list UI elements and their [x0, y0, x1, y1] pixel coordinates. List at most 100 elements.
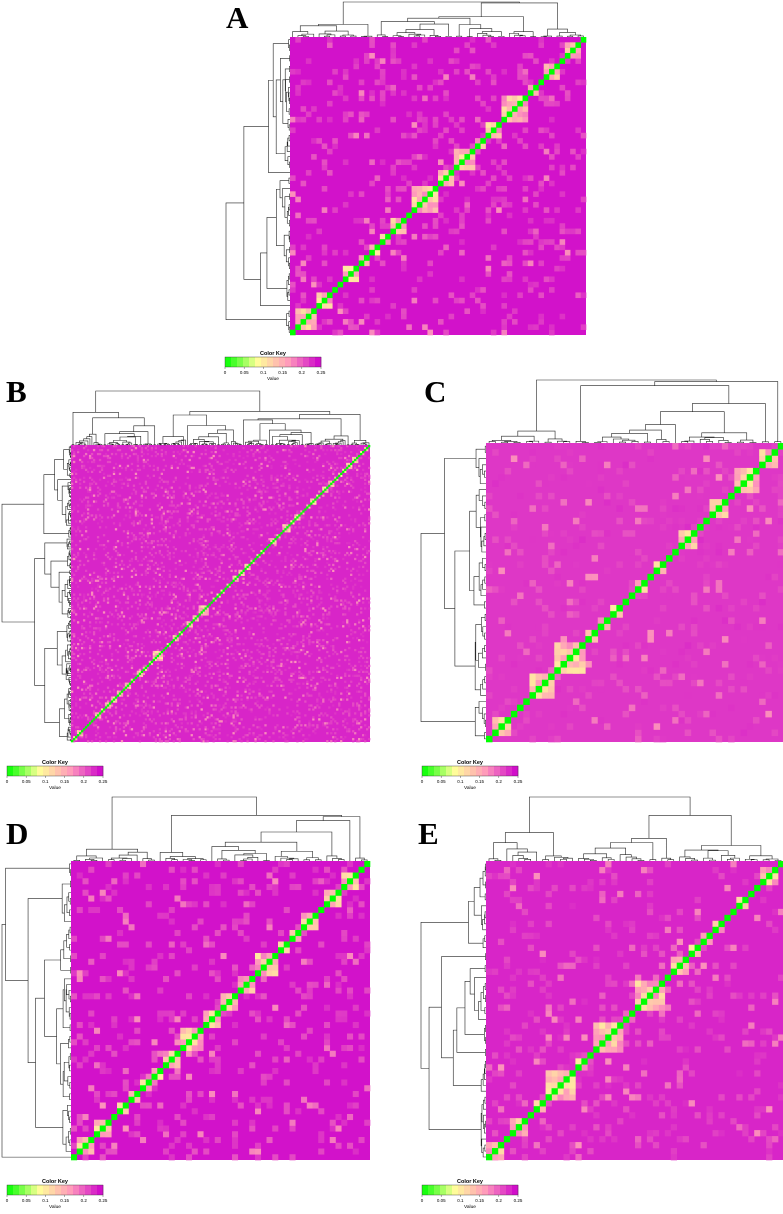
heatmap-cell: [438, 79, 444, 86]
heatmap-cell: [124, 734, 128, 737]
heatmap-cell: [306, 565, 309, 569]
heatmap-cell: [318, 718, 321, 721]
heatmap-cell: [186, 631, 189, 634]
heatmap-cell: [118, 644, 122, 648]
heatmap-cell: [194, 666, 197, 670]
heatmap-cell: [266, 607, 269, 610]
heatmap-cell: [368, 482, 371, 485]
heatmap-cell: [379, 217, 386, 224]
heatmap-cell: [256, 563, 259, 567]
heatmap-cell: [74, 738, 78, 741]
diagonal-cell: [232, 579, 235, 582]
heatmap-cell: [80, 460, 84, 464]
heatmap-cell: [234, 589, 237, 592]
heatmap-cell: [154, 561, 158, 565]
heatmap-cell: [448, 313, 455, 320]
heatmap-cell: [202, 605, 205, 608]
heatmap-cell: [512, 116, 518, 123]
heatmap-cell: [116, 692, 120, 695]
heatmap-cell: [178, 452, 181, 456]
heatmap-cell: [228, 482, 231, 485]
heatmap-cell: [176, 637, 179, 640]
heatmap-cell: [298, 722, 301, 725]
heatmap-cell: [302, 740, 305, 743]
diagonal-cell: [346, 466, 349, 470]
heatmap-cell: [120, 544, 124, 547]
heatmap-cell: [130, 549, 134, 553]
heatmap-cell: [362, 619, 365, 622]
heatmap-cell: [298, 674, 301, 677]
diagonal-cell: [214, 597, 217, 600]
heatmap-cell: [132, 593, 136, 596]
heatmap-cell: [276, 639, 279, 642]
heatmap-cell: [422, 122, 428, 128]
heatmap-cell: [74, 478, 78, 481]
heatmap-cell: [144, 573, 148, 576]
heatmap-cell: [224, 680, 227, 683]
heatmap-cell: [305, 319, 312, 325]
heatmap-cell: [385, 84, 391, 91]
heatmap-cell: [164, 530, 167, 533]
heatmap-cell: [264, 609, 267, 612]
heatmap-cell: [248, 518, 251, 521]
heatmap-cell: [98, 648, 102, 652]
heatmap-cell: [246, 454, 249, 458]
heatmap-cell: [140, 615, 144, 618]
heatmap-cell: [210, 450, 213, 454]
heatmap-cell: [208, 518, 211, 521]
heatmap-cell: [290, 127, 296, 134]
heatmap-cell: [366, 569, 369, 573]
diagonal-cell: [448, 170, 455, 176]
heatmap-cell: [178, 698, 181, 701]
heatmap-cell: [218, 567, 221, 571]
heatmap-cell: [192, 466, 195, 470]
heatmap-cell: [252, 549, 255, 553]
heatmap-cell: [116, 448, 120, 452]
heatmap-cell: [268, 710, 271, 713]
heatmap-cell: [82, 652, 86, 656]
heatmap-cell: [192, 450, 195, 454]
heatmap-cell: [401, 186, 407, 192]
heatmap-cell: [276, 478, 279, 481]
heatmap-cell: [506, 95, 513, 102]
heatmap-cell: [140, 549, 144, 553]
heatmap-cell: [134, 650, 138, 654]
heatmap-cell: [266, 609, 269, 612]
heatmap-cell: [276, 714, 279, 717]
heatmap-cell: [160, 607, 163, 610]
heatmap-cell: [268, 563, 271, 567]
heatmap-cell: [102, 591, 106, 594]
heatmap-cell: [138, 619, 142, 622]
heatmap-cell: [72, 619, 76, 622]
heatmap-cell: [356, 458, 359, 462]
heatmap-cell: [136, 510, 140, 513]
heatmap-cell: [240, 577, 243, 580]
heatmap-cell: [106, 551, 110, 555]
heatmap-cell: [160, 454, 163, 458]
heatmap-cell: [186, 445, 189, 448]
heatmap-cell: [282, 571, 285, 574]
heatmap-cell: [244, 688, 247, 691]
heatmap-cell: [453, 58, 460, 64]
heatmap-cell: [164, 623, 167, 626]
heatmap-cell: [358, 116, 365, 123]
heatmap-cell: [252, 522, 255, 525]
heatmap-cell: [336, 585, 339, 588]
heatmap-cell: [218, 565, 221, 569]
heatmap-cell: [192, 648, 195, 652]
heatmap-cell: [180, 450, 183, 454]
heatmap-cell: [156, 652, 160, 656]
heatmap-cell: [156, 650, 160, 654]
heatmap-cell: [122, 498, 126, 501]
heatmap-cell: [316, 494, 319, 497]
diagonal-cell: [114, 696, 118, 699]
heatmap-cell: [168, 591, 171, 594]
diagonal-cell: [350, 462, 353, 466]
heatmap-cell: [210, 502, 213, 505]
heatmap-cell: [336, 528, 339, 531]
heatmap-cell: [102, 544, 106, 547]
heatmap-cell: [385, 191, 391, 197]
diagonal-cell: [480, 138, 486, 144]
heatmap-cell: [244, 597, 247, 600]
heatmap-cell: [100, 664, 104, 668]
